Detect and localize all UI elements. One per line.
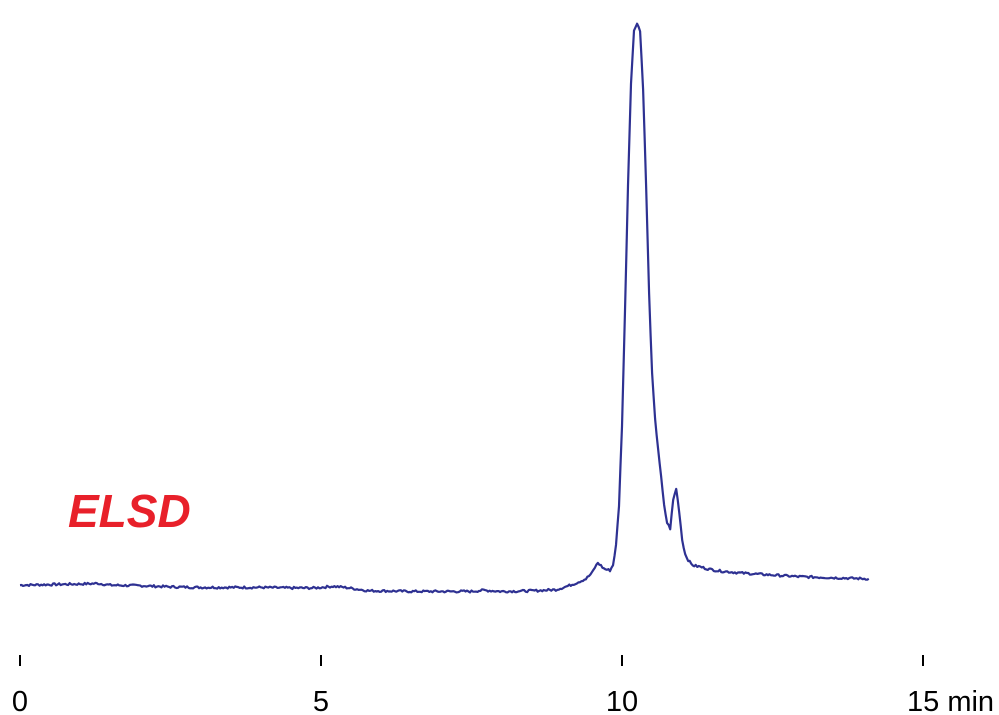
series-line-0 — [19, 22, 870, 594]
series-group — [19, 22, 870, 594]
x-tick-label-3: 15 min — [907, 686, 994, 715]
x-tick-label-2: 10 — [606, 686, 638, 715]
x-axis: 0 5 10 15 min — [12, 655, 994, 715]
x-tick-label-1: 5 — [313, 686, 329, 715]
detector-label: ELSD — [68, 485, 191, 537]
x-tick-label-0: 0 — [12, 686, 28, 715]
